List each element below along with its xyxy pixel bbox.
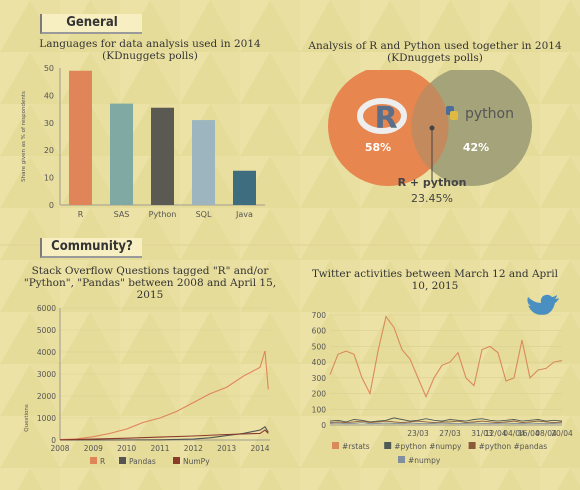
bar-chart-title: Languages for data analysis used in 2014…: [39, 38, 261, 62]
venn-title: Analysis of R and Python used together i…: [308, 40, 562, 64]
bar-sql: [192, 120, 215, 205]
svg-text:R: R: [374, 101, 397, 136]
bar-python: [151, 107, 174, 205]
tw-y-tick-label: 0: [321, 421, 326, 430]
so-y-tick-label: 0: [51, 436, 56, 445]
tw-x-tick-label: 31/03: [471, 429, 493, 438]
tw-y-tick-label: 700: [312, 311, 327, 320]
so-legend-label: NumPy: [183, 457, 210, 466]
bar-r: [69, 70, 92, 206]
section-tag-general: General: [40, 14, 142, 34]
r-logo-icon: R: [357, 98, 407, 136]
tw-x-tick-label: 23/03: [407, 429, 429, 438]
so-y-tick-label: 5000: [37, 326, 56, 335]
bar-y-tick-label: 20: [44, 146, 54, 155]
so-legend-swatch: [90, 457, 97, 464]
bar-x-tick-label: SAS: [114, 210, 130, 219]
bar-y-tick-label: 50: [44, 64, 54, 73]
tw-y-tick-label: 500: [312, 342, 327, 351]
bar-y-axis-label: Share given as % of respondents: [21, 91, 27, 182]
twitter-line-chart: 0 100 200 300 400 500 600 700 23/03 27/03 31/03 04/…: [312, 294, 573, 465]
venn-overlap-value: 23.45%: [411, 192, 453, 205]
bar-y-tick-label: 40: [44, 91, 54, 100]
tw-legend-label: #numpy: [408, 456, 441, 465]
tw-legend-swatch: [332, 442, 339, 449]
bar-x-tick-label: R: [78, 210, 84, 219]
tw-legend-swatch: [468, 442, 476, 449]
bar-y-tick-label: 0: [49, 201, 54, 210]
so-x-tick-label: 2014: [250, 444, 269, 453]
tw-x-tick-label: 08/04: [535, 429, 557, 438]
so-x-tick-label: 2009: [84, 444, 103, 453]
tw-y-tick-label: 600: [312, 327, 327, 336]
r-python-venn-diagram: R 58% python 42% R + python 23.45%: [328, 70, 532, 205]
tw-y-tick-label: 300: [312, 374, 327, 383]
tw-legend-label: #rstats: [342, 442, 370, 451]
so-x-tick-label: 2011: [150, 444, 169, 453]
tw-legend-label: #python #pandas: [479, 442, 548, 451]
bar-sas: [110, 103, 133, 205]
so-series-line-numpy: [59, 429, 269, 441]
languages-bar-chart: 0 10 20 30 40 50 Share given as % of responden…: [21, 64, 265, 219]
tw-x-tick-label: 27/03: [439, 429, 461, 438]
tw-y-tick-label: 400: [312, 358, 327, 367]
bar-x-tick-label: Python: [149, 210, 177, 219]
tw-series-line: [329, 417, 563, 423]
tw-x-tick-label: 04/04: [503, 429, 525, 438]
tw-series-line: [329, 422, 563, 425]
twitter-title: Twitter activities between March 12 and …: [311, 268, 558, 292]
so-legend-swatch: [173, 457, 180, 464]
bar-y-tick-label: 10: [44, 174, 54, 183]
python-logo-icon: [446, 106, 458, 120]
so-x-tick-label: 2013: [217, 444, 236, 453]
so-legend-label: R: [100, 457, 105, 466]
tw-legend-swatch: [384, 442, 392, 449]
venn-pointer-dot: [429, 125, 435, 131]
bar-y-tick-label: 30: [44, 119, 54, 128]
so-y-tick-label: 1000: [37, 414, 56, 423]
so-x-tick-label: 2010: [117, 444, 136, 453]
so-series-line-r: [59, 350, 269, 441]
bar-x-tick-label: SQL: [196, 210, 212, 219]
so-y-axis-label: Questions: [24, 404, 30, 432]
so-y-tick-label: 2000: [37, 392, 56, 401]
venn-r-value: 58%: [365, 141, 391, 154]
tw-x-tick-label: 16/04: [518, 429, 540, 438]
tw-legend-label: #python #numpy: [394, 442, 462, 451]
so-y-tick-label: 6000: [37, 304, 56, 313]
bar-java: [233, 170, 256, 205]
stackoverflow-title: Stack Overflow Questions tagged "R" and/…: [23, 265, 277, 301]
so-legend-swatch: [119, 457, 126, 464]
tw-x-tick-label: 12/04: [485, 429, 507, 438]
so-y-tick-label: 3000: [37, 370, 56, 379]
tw-y-tick-label: 100: [312, 405, 327, 414]
so-legend-label: Pandas: [129, 457, 156, 466]
venn-overlap: [411, 82, 449, 170]
bar-x-tick-label: Java: [235, 210, 253, 219]
venn-overlap-label: R + python: [398, 176, 467, 189]
tw-series-line: [329, 420, 563, 424]
section-tag-community: Community?: [40, 238, 142, 258]
venn-python-value: 42%: [463, 141, 489, 154]
venn-python-label: python: [465, 106, 514, 122]
tw-x-tick-label: 20/04: [551, 429, 573, 438]
stackoverflow-line-chart: 0 1000 2000 3000 4000 5000 6000 Questions 2008 20…: [24, 304, 270, 466]
so-x-tick-label: 2008: [50, 444, 69, 453]
twitter-bird-icon: [527, 294, 559, 315]
tw-legend-swatch: [398, 456, 405, 463]
so-series-line-pandas: [59, 426, 269, 441]
tw-y-tick-label: 200: [312, 390, 327, 399]
so-y-tick-label: 4000: [37, 348, 56, 357]
tw-series-line: [329, 315, 563, 399]
so-x-tick-label: 2012: [184, 444, 203, 453]
